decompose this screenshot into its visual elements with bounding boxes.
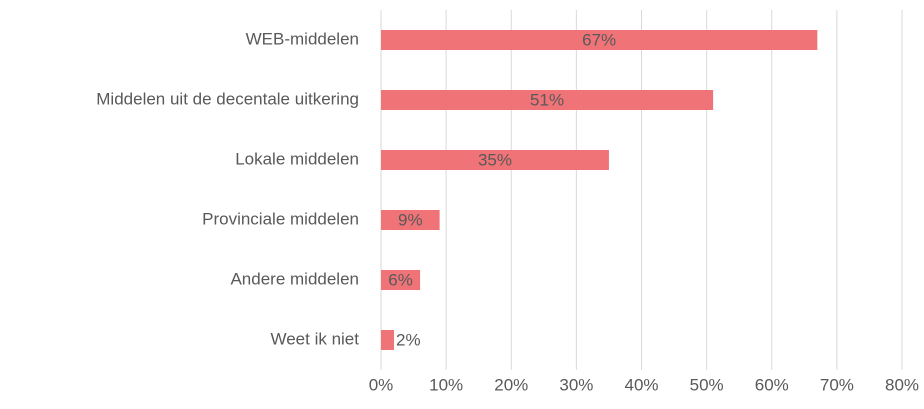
x-tick-label: 20% — [494, 375, 528, 394]
x-tick-label: 50% — [690, 375, 724, 394]
bar — [381, 30, 818, 50]
data-label: 2% — [396, 330, 421, 349]
y-tick-label: WEB-middelen — [246, 29, 359, 48]
y-tick-label: Lokale middelen — [235, 149, 359, 168]
data-label: 67% — [582, 30, 616, 49]
data-label: 51% — [530, 90, 564, 109]
bar — [381, 270, 421, 290]
x-tick-label: 10% — [429, 375, 463, 394]
bar — [381, 210, 440, 230]
data-label: 9% — [398, 210, 423, 229]
data-label: 6% — [388, 270, 413, 289]
data-label: 35% — [478, 150, 512, 169]
x-tick-label: 30% — [559, 375, 593, 394]
bar — [381, 330, 395, 350]
bar — [381, 90, 714, 110]
y-tick-label: Provinciale middelen — [202, 209, 359, 228]
y-tick-label: Weet ik niet — [270, 329, 359, 348]
x-tick-label: 60% — [755, 375, 789, 394]
bar — [381, 150, 609, 170]
x-tick-label: 40% — [624, 375, 658, 394]
y-tick-label: Andere middelen — [230, 269, 359, 288]
x-tick-label: 0% — [369, 375, 394, 394]
y-tick-label: Middelen uit de decentale uitkering — [96, 89, 359, 108]
x-tick-label: 80% — [885, 375, 919, 394]
x-tick-label: 70% — [820, 375, 854, 394]
